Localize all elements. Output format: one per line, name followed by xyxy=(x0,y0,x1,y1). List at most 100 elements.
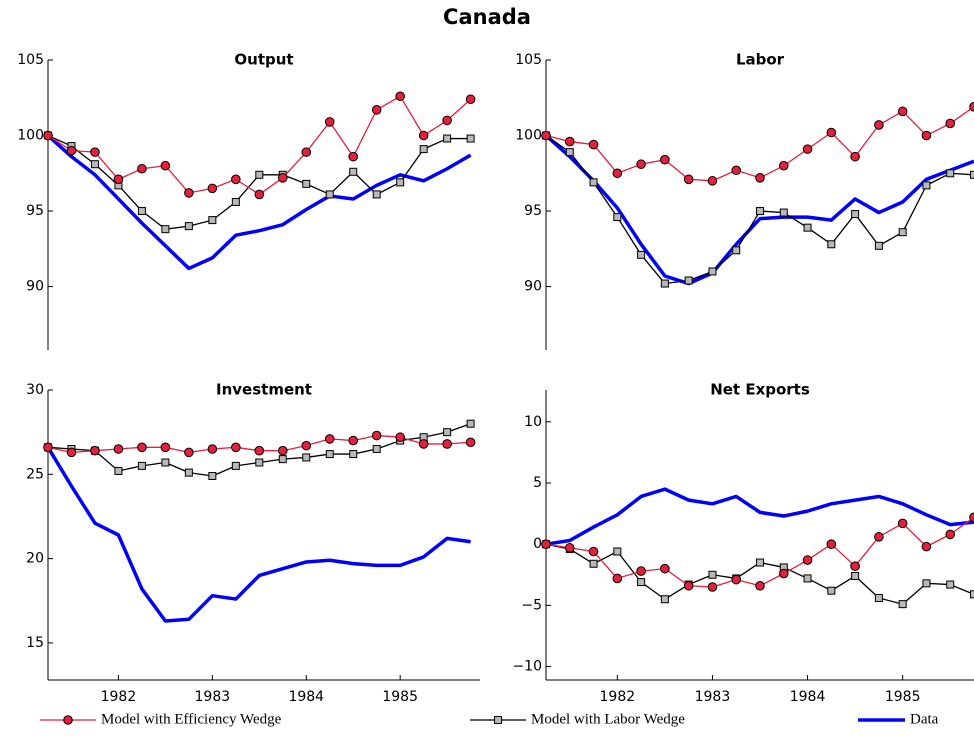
x-tick-label: 1982 xyxy=(101,689,137,705)
point-marker xyxy=(277,445,288,456)
point-marker xyxy=(231,461,240,470)
point-marker xyxy=(114,466,123,475)
point-marker xyxy=(137,461,146,470)
point-marker xyxy=(466,134,475,143)
point-marker xyxy=(184,447,194,458)
point-marker xyxy=(137,163,147,174)
point-marker xyxy=(660,595,669,604)
x-tick-label: 1983 xyxy=(195,689,231,705)
point-marker xyxy=(613,547,622,556)
point-marker xyxy=(946,580,955,589)
panel-title: Output xyxy=(234,51,293,69)
point-marker xyxy=(161,458,170,467)
point-marker xyxy=(396,178,405,187)
point-marker xyxy=(231,174,241,185)
point-marker xyxy=(945,118,956,129)
point-marker xyxy=(683,580,694,591)
point-marker xyxy=(708,267,717,276)
point-marker xyxy=(324,117,335,127)
point-marker xyxy=(302,179,311,188)
legend-label: Model with Efficiency Wedge xyxy=(101,711,282,727)
point-marker xyxy=(778,568,789,579)
point-marker xyxy=(90,445,100,456)
y-tick-label: 90 xyxy=(26,279,44,295)
point-marker xyxy=(207,444,218,454)
point-marker xyxy=(826,127,837,138)
panel-title: Investment xyxy=(216,381,312,399)
x-tick-label: 1983 xyxy=(695,689,731,705)
point-marker xyxy=(278,455,287,464)
point-marker xyxy=(564,136,575,147)
point-marker xyxy=(850,561,860,572)
point-marker xyxy=(348,435,359,446)
point-marker xyxy=(826,539,837,549)
point-marker xyxy=(897,518,908,529)
point-marker xyxy=(851,210,860,219)
point-marker xyxy=(660,563,670,574)
series-line xyxy=(544,134,974,286)
point-marker xyxy=(325,450,334,459)
plot-area xyxy=(541,487,974,609)
point-marker xyxy=(970,590,974,599)
point-marker xyxy=(372,445,381,454)
point-marker xyxy=(466,419,475,428)
point-marker xyxy=(541,539,551,549)
point-marker xyxy=(637,578,646,587)
point-marker xyxy=(43,442,53,453)
point-marker xyxy=(348,151,359,162)
point-marker xyxy=(231,442,241,453)
point-marker xyxy=(541,130,551,141)
point-marker xyxy=(395,432,405,443)
point-marker xyxy=(588,546,599,557)
y-tick-label: 20 xyxy=(26,551,44,567)
point-marker xyxy=(802,555,813,565)
y-tick-label: 25 xyxy=(26,466,44,482)
point-marker xyxy=(419,145,428,154)
point-marker xyxy=(255,170,264,179)
legend-marker xyxy=(494,716,502,724)
point-marker xyxy=(731,165,742,176)
point-marker xyxy=(324,434,335,444)
point-marker xyxy=(850,151,860,162)
point-marker xyxy=(371,105,382,115)
y-tick-label: 90 xyxy=(524,279,542,295)
plot-area xyxy=(541,102,974,288)
point-marker xyxy=(969,102,974,112)
point-marker xyxy=(684,276,693,285)
point-marker xyxy=(418,439,429,449)
panel-title: Net Exports xyxy=(710,381,810,399)
y-tick-label: −10 xyxy=(512,659,542,675)
point-marker xyxy=(66,447,77,458)
series-line xyxy=(46,446,471,623)
x-tick-label: 1984 xyxy=(790,689,826,705)
point-marker xyxy=(708,570,717,579)
point-marker xyxy=(636,159,646,170)
point-marker xyxy=(277,173,288,183)
point-marker xyxy=(660,154,670,165)
point-marker xyxy=(43,130,53,141)
point-marker xyxy=(90,160,99,169)
series-line xyxy=(545,487,974,546)
point-marker xyxy=(756,207,764,216)
point-marker xyxy=(945,529,956,540)
point-marker xyxy=(207,183,218,194)
point-marker xyxy=(443,134,452,143)
point-marker xyxy=(255,458,264,467)
series-line xyxy=(545,516,974,588)
legend-label: Data xyxy=(910,711,939,727)
point-marker xyxy=(897,106,908,117)
y-tick-label: 95 xyxy=(26,203,44,219)
x-tick-label: 1985 xyxy=(382,689,418,705)
point-marker xyxy=(827,240,836,249)
point-marker xyxy=(208,216,217,225)
y-tick-label: 100 xyxy=(17,128,44,144)
point-marker xyxy=(755,580,765,591)
plot-area xyxy=(43,91,476,271)
series-line xyxy=(545,543,974,605)
point-marker xyxy=(683,174,694,185)
point-marker xyxy=(231,197,240,206)
y-tick-label: 30 xyxy=(26,382,44,398)
point-marker xyxy=(803,574,812,583)
point-marker xyxy=(443,428,452,437)
point-marker xyxy=(184,468,193,477)
